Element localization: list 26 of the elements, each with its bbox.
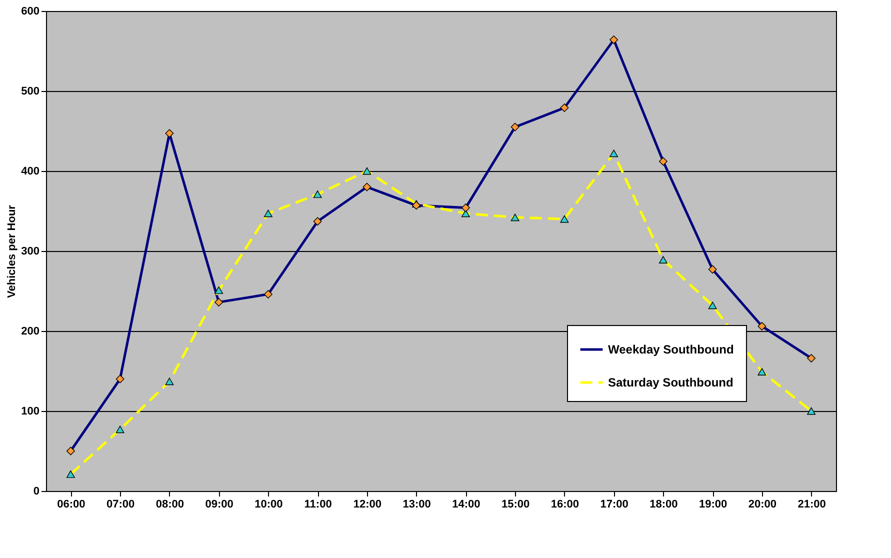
y-tick-label: 100 [21,406,40,418]
x-tick-label: 19:00 [698,498,728,510]
x-tick-label: 12:00 [353,498,382,510]
x-tick-label: 08:00 [156,498,184,510]
y-tick-label: 0 [33,486,40,498]
x-tick-label: 18:00 [650,498,678,510]
x-tick-label: 07:00 [106,498,135,510]
x-tick-label: 10:00 [254,498,283,510]
x-tick-label: 17:00 [600,498,628,510]
x-tick-label: 09:00 [205,498,234,510]
y-tick-label: 300 [21,246,40,258]
y-tick-label: 500 [21,86,40,98]
y-tick-label: 600 [21,6,40,18]
legend-label: Weekday Southbound [608,342,734,356]
y-tick-label: 200 [21,326,40,338]
x-tick-label: 11:00 [304,498,332,510]
x-tick-label: 13:00 [402,498,431,510]
y-tick-label: 400 [21,166,40,178]
y-axis-title: Vehicles per Hour [6,204,18,298]
x-tick-label: 16:00 [550,498,580,510]
legend-label: Saturday Southbound [608,376,734,390]
x-tick-label: 20:00 [748,498,777,510]
x-tick-label: 15:00 [501,498,530,510]
x-tick-label: 21:00 [798,498,826,510]
x-tick-label: 06:00 [57,498,86,510]
x-tick-label: 14:00 [452,498,480,510]
